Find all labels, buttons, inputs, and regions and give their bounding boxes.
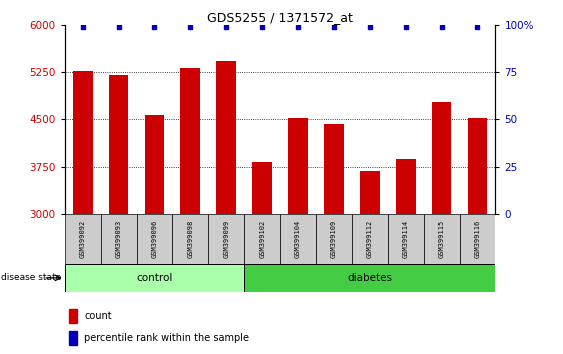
Text: GSM399096: GSM399096 [151, 220, 158, 258]
Point [186, 24, 195, 29]
Point [78, 24, 87, 29]
Bar [424, 214, 459, 264]
Text: GSM399109: GSM399109 [331, 220, 337, 258]
Point [150, 24, 159, 29]
Point [401, 24, 410, 29]
Bar [65, 214, 101, 264]
Bar [288, 118, 308, 214]
Bar [396, 159, 415, 214]
Bar [432, 102, 452, 214]
Text: GSM399116: GSM399116 [475, 220, 480, 258]
Bar [145, 115, 164, 214]
Bar [244, 264, 495, 292]
Bar [69, 309, 77, 323]
Bar [244, 214, 280, 264]
Text: GSM399104: GSM399104 [295, 220, 301, 258]
Point [437, 24, 446, 29]
Title: GDS5255 / 1371572_at: GDS5255 / 1371572_at [207, 11, 353, 24]
Text: GSM399115: GSM399115 [439, 220, 445, 258]
Bar [216, 61, 236, 214]
Point [258, 24, 267, 29]
Text: disease state: disease state [1, 273, 61, 282]
Text: count: count [84, 311, 111, 321]
Text: GSM399102: GSM399102 [259, 220, 265, 258]
Text: GSM399093: GSM399093 [115, 220, 122, 258]
Point [473, 24, 482, 29]
Text: GSM399098: GSM399098 [187, 220, 193, 258]
Bar [468, 118, 488, 214]
Bar [69, 331, 77, 345]
Bar [181, 68, 200, 214]
Bar [208, 214, 244, 264]
Bar [352, 214, 388, 264]
Point [365, 24, 374, 29]
Text: diabetes: diabetes [347, 273, 392, 283]
Bar [172, 214, 208, 264]
Point [293, 24, 302, 29]
Text: GSM399092: GSM399092 [80, 220, 86, 258]
Bar [360, 171, 379, 214]
Point [329, 24, 338, 29]
Bar [388, 214, 424, 264]
Text: control: control [136, 273, 173, 283]
Bar [459, 214, 495, 264]
Bar [252, 162, 272, 214]
Bar [280, 214, 316, 264]
Bar [109, 75, 128, 214]
Text: GSM399112: GSM399112 [367, 220, 373, 258]
Text: GSM399099: GSM399099 [224, 220, 229, 258]
Point [114, 24, 123, 29]
Bar [73, 71, 92, 214]
Bar [316, 214, 352, 264]
Bar [137, 214, 172, 264]
Bar [324, 124, 344, 214]
Bar [65, 264, 244, 292]
Text: GSM399114: GSM399114 [403, 220, 409, 258]
Point [222, 24, 231, 29]
Text: percentile rank within the sample: percentile rank within the sample [84, 333, 249, 343]
Bar [101, 214, 137, 264]
